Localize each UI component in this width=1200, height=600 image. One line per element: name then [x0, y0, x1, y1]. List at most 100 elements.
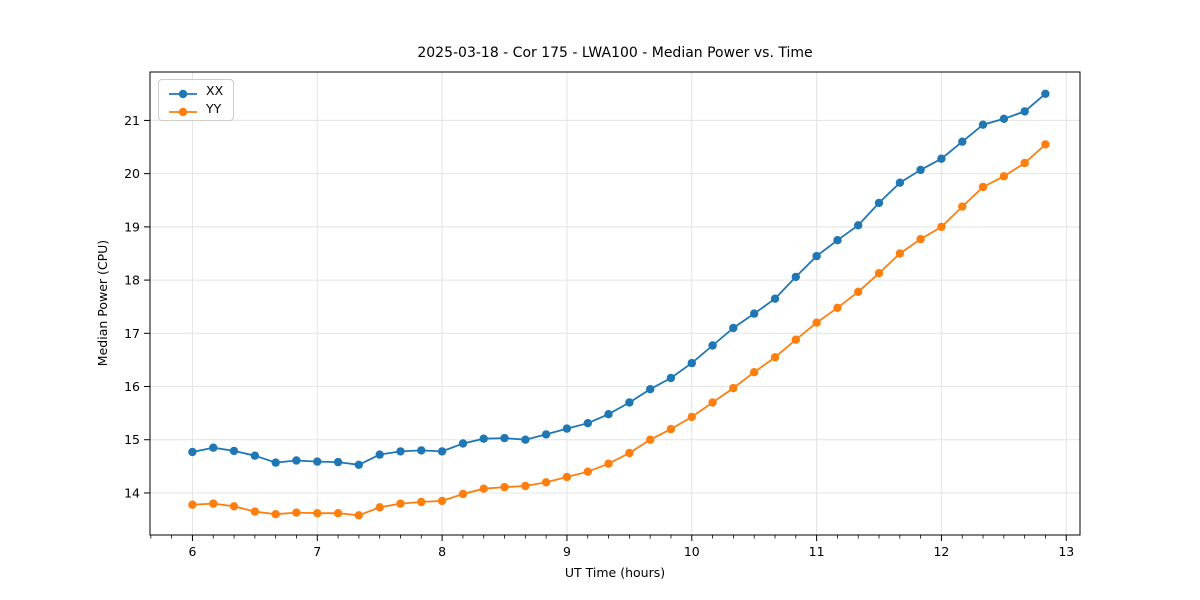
- data-point-xx: [666, 373, 676, 383]
- y-tick-label: 14: [124, 485, 140, 500]
- data-point-yy: [937, 222, 946, 232]
- plot-border: [149, 71, 1081, 536]
- data-point-yy: [666, 424, 676, 434]
- data-point-xx: [541, 430, 551, 439]
- data-point-yy: [292, 508, 301, 517]
- legend-label-xx: XX: [206, 83, 224, 98]
- x-axis-label: UT Time (hours): [565, 565, 665, 580]
- data-point-xx: [250, 451, 260, 460]
- data-point-yy: [271, 510, 280, 519]
- data-point-xx: [437, 447, 447, 456]
- data-point-xx: [458, 439, 468, 448]
- data-point-yy: [646, 435, 655, 444]
- data-point-yy: [999, 172, 1009, 181]
- data-point-yy: [604, 459, 613, 468]
- data-point-xx: [687, 358, 696, 368]
- data-point-yy: [770, 353, 780, 362]
- x-tick-label: 12: [933, 544, 949, 559]
- data-point-yy: [958, 202, 967, 211]
- data-series: [188, 89, 1050, 520]
- legend-line-marker-icon: [168, 103, 198, 116]
- data-point-xx: [833, 236, 842, 245]
- data-point-xx: [625, 398, 634, 407]
- axes-frame: [149, 71, 1081, 536]
- data-point-xx: [500, 433, 509, 443]
- x-tick-label: 6: [188, 544, 196, 559]
- x-tick-label: 11: [809, 544, 825, 559]
- data-point-xx: [750, 309, 759, 318]
- legend-item-xx: XX: [168, 83, 224, 99]
- data-point-xx: [729, 323, 738, 333]
- data-point-yy: [729, 383, 738, 393]
- data-point-xx: [958, 137, 967, 146]
- y-axis-label: Median Power (CPU): [95, 240, 110, 366]
- data-point-xx: [708, 341, 717, 350]
- y-tick-label: 19: [124, 219, 140, 234]
- data-point-yy: [479, 484, 488, 493]
- data-point-xx: [895, 178, 905, 187]
- data-point-yy: [375, 503, 384, 512]
- data-point-xx: [375, 450, 384, 459]
- data-point-xx: [396, 447, 405, 456]
- data-point-xx: [978, 120, 988, 129]
- data-point-xx: [646, 385, 655, 394]
- legend-label-yy: YY: [206, 100, 222, 116]
- data-point-xx: [874, 198, 884, 208]
- data-point-xx: [812, 251, 821, 261]
- gridlines: [150, 72, 1080, 535]
- data-point-yy: [791, 335, 800, 344]
- data-point-xx: [313, 457, 322, 466]
- data-point-yy: [313, 509, 322, 518]
- data-point-xx: [770, 294, 780, 303]
- data-point-yy: [812, 318, 821, 327]
- data-point-xx: [188, 447, 197, 457]
- legend-line-marker-icon: [168, 85, 198, 99]
- data-point-yy: [978, 182, 988, 192]
- data-point-xx: [583, 419, 592, 428]
- data-point-xx: [479, 434, 488, 443]
- data-point-yy: [417, 497, 426, 507]
- data-point-yy: [583, 467, 592, 476]
- data-point-xx: [333, 457, 343, 467]
- data-point-xx: [209, 443, 218, 452]
- data-point-yy: [500, 482, 509, 492]
- data-point-xx: [271, 458, 280, 467]
- data-point-yy: [625, 448, 634, 458]
- chart-title: 2025-03-18 - Cor 175 - LWA100 - Median P…: [417, 45, 812, 61]
- y-tick-label: 16: [124, 379, 140, 394]
- data-point-xx: [417, 446, 426, 455]
- x-tick-label: 10: [684, 544, 700, 559]
- data-point-xx: [521, 435, 530, 444]
- data-point-xx: [999, 114, 1009, 124]
- data-point-yy: [354, 511, 363, 520]
- data-point-yy: [750, 368, 759, 377]
- data-point-xx: [604, 410, 613, 419]
- data-point-yy: [521, 481, 530, 491]
- legend-item-yy: YY: [168, 100, 223, 116]
- data-point-xx: [229, 446, 239, 456]
- x-tick-label: 7: [313, 544, 321, 559]
- data-point-yy: [437, 496, 447, 506]
- data-point-yy: [1041, 140, 1050, 149]
- data-point-yy: [895, 249, 905, 258]
- data-point-yy: [833, 303, 842, 312]
- data-point-xx: [354, 460, 363, 469]
- data-point-yy: [458, 489, 468, 499]
- data-point-yy: [687, 412, 696, 422]
- data-point-yy: [1020, 158, 1029, 168]
- x-tick-label: 8: [438, 544, 446, 559]
- x-tick-label: 9: [563, 544, 571, 559]
- y-tick-label: 15: [124, 432, 140, 447]
- data-point-yy: [708, 398, 717, 407]
- y-tick-label: 17: [124, 326, 140, 341]
- data-point-xx: [916, 165, 925, 175]
- series-line-xx: [192, 93, 1046, 466]
- y-tick-label: 18: [124, 273, 140, 288]
- y-tick-label: 21: [124, 113, 140, 128]
- data-point-yy: [541, 478, 551, 487]
- data-point-yy: [229, 502, 239, 511]
- data-point-yy: [250, 507, 260, 516]
- data-point-yy: [396, 499, 405, 508]
